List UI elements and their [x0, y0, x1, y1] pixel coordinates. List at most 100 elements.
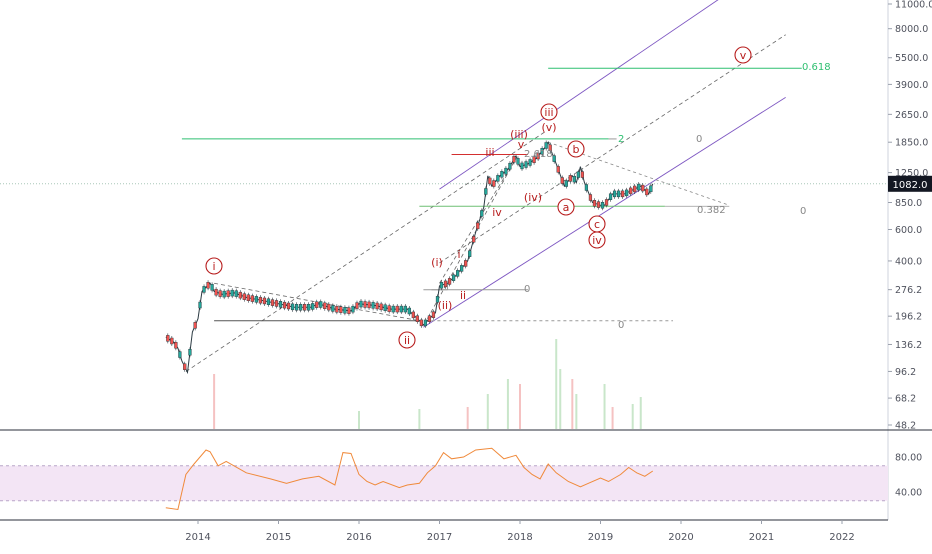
- candle-body: [166, 335, 170, 342]
- candle-body: [612, 190, 617, 198]
- candle-body: [633, 185, 637, 193]
- candle-body: [286, 302, 291, 310]
- long-dashed-channel: [185, 132, 545, 372]
- candle-body: [419, 319, 423, 327]
- candle-body: [431, 311, 436, 318]
- wave-circled-b-circle: [567, 140, 585, 158]
- time-tick-label: 2019: [588, 532, 613, 543]
- candle-body: [183, 363, 187, 370]
- last-price-tag: [888, 175, 932, 192]
- candle-body: [238, 291, 242, 299]
- volume-bar: [466, 407, 469, 429]
- candle-body: [299, 304, 303, 311]
- candle-body: [379, 303, 383, 311]
- time-tick-label: 2018: [507, 532, 532, 543]
- candle-body: [504, 167, 508, 175]
- volume-bar: [611, 407, 614, 429]
- candle-body: [295, 304, 299, 311]
- candle-body: [564, 180, 568, 187]
- candle-body: [359, 300, 363, 308]
- wave-circled-iv: iv: [592, 234, 602, 247]
- time-tick-label: 2014: [185, 532, 210, 543]
- wave-iii-line: [427, 158, 517, 319]
- candle-body: [170, 337, 174, 345]
- candle-body: [254, 296, 258, 303]
- candle-body: [508, 162, 512, 170]
- candle-body: [242, 293, 246, 300]
- candle-body: [367, 301, 371, 309]
- candle-body: [460, 265, 464, 272]
- rsi-tick-label: 40.00: [895, 488, 922, 499]
- level-label-0: 0: [618, 320, 624, 331]
- candle-body: [250, 295, 254, 302]
- last-price-label: 1082.0: [893, 180, 928, 191]
- volume-bar: [631, 404, 634, 429]
- volume-bar: [575, 394, 578, 429]
- candle-body: [552, 155, 556, 162]
- candle-body: [608, 193, 613, 200]
- candle-body: [512, 156, 516, 163]
- candle-body: [488, 177, 492, 185]
- candle-body: [214, 288, 218, 296]
- candle-body: [278, 301, 283, 308]
- candle-body: [315, 301, 319, 308]
- candle-body: [641, 184, 645, 192]
- candle-body: [395, 305, 399, 313]
- channel-mid-line: [439, 34, 786, 264]
- volume-bar: [559, 369, 562, 429]
- candle-body: [343, 307, 347, 314]
- candle-body: [282, 301, 287, 309]
- candle-body: [629, 187, 633, 195]
- candle-body: [407, 307, 411, 315]
- candle-body: [174, 342, 178, 349]
- wave-label-v-paren: (v): [541, 121, 556, 134]
- candle-body: [210, 284, 214, 291]
- candle-body: [621, 190, 625, 198]
- candle-body: [645, 188, 649, 196]
- candle-body: [327, 303, 331, 311]
- price-tick-label: 196.2: [895, 312, 922, 323]
- wave-label-iv: iv: [492, 206, 502, 219]
- price-tick-label: 5500.0: [895, 53, 928, 64]
- time-tick-label: 2017: [427, 532, 452, 543]
- candle-body: [572, 175, 576, 183]
- candle-body: [303, 304, 307, 311]
- level-label-0: 0: [524, 284, 530, 295]
- candle-body: [540, 147, 544, 155]
- candle-body: [447, 278, 452, 285]
- candle-body: [435, 296, 440, 303]
- wave-circled-i: i: [212, 260, 215, 273]
- channel-upper-line: [439, 0, 719, 190]
- price-tick-label: 600.0: [895, 225, 922, 236]
- candle-body: [234, 290, 238, 297]
- candle-body: [218, 290, 222, 297]
- candle-body: [443, 280, 448, 288]
- candle-body: [399, 305, 403, 313]
- price-tick-label: 68.2: [895, 394, 916, 405]
- candle-body: [584, 184, 589, 191]
- price-tick-label: 3900.0: [895, 80, 928, 91]
- candle-body: [202, 286, 206, 293]
- price-tick-label: 400.0: [895, 256, 922, 267]
- candle-body: [383, 304, 387, 311]
- wave-label-i-paren: (i): [431, 256, 443, 269]
- wave-circled-iii: iii: [544, 106, 553, 119]
- candle-body: [637, 183, 641, 191]
- volume-bar: [418, 409, 421, 429]
- wave-circled-b: b: [573, 143, 580, 156]
- candle-body: [415, 315, 419, 322]
- time-tick-label: 2022: [829, 532, 854, 543]
- candle-body: [371, 302, 375, 309]
- price-tick-label: 850.0: [895, 198, 922, 209]
- candle-body: [596, 201, 601, 208]
- candle-body: [258, 296, 262, 304]
- time-tick-label: 2021: [749, 532, 774, 543]
- wave-circled-iii-circle: [540, 103, 558, 121]
- wave-circled-v: v: [740, 49, 747, 62]
- volume-bar: [358, 411, 360, 429]
- candle-body: [524, 161, 528, 168]
- level-label-0: 0: [696, 134, 702, 145]
- wave-label-v: v: [518, 138, 525, 151]
